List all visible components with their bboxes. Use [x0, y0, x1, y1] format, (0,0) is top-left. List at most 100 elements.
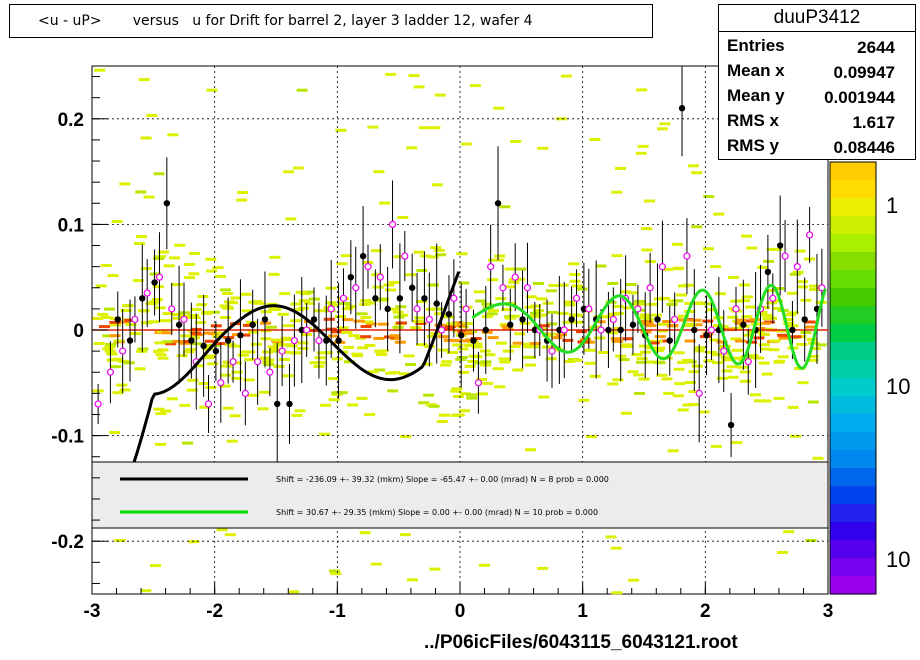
histogram-bin: [537, 566, 549, 570]
histogram-bin: [568, 313, 580, 317]
histogram-bin: [188, 314, 199, 317]
color-palette: 1 10 10: [829, 161, 910, 595]
histogram-bin: [427, 283, 439, 287]
histogram-bin: [285, 217, 297, 221]
histogram-bin: [331, 357, 343, 361]
palette-swatch: [830, 414, 876, 433]
histogram-bin: [530, 315, 542, 318]
histogram-bin: [787, 311, 799, 315]
data-point-pink: [450, 294, 458, 302]
histogram-bin: [487, 309, 499, 313]
histogram-bin: [538, 324, 550, 328]
histogram-bin: [263, 362, 275, 366]
data-point-black: [568, 316, 575, 323]
data-point-black: [139, 295, 146, 302]
histogram-bin: [656, 329, 668, 333]
data-point-pink: [352, 284, 360, 292]
histogram-bin: [331, 330, 343, 334]
histogram-bin: [118, 359, 130, 363]
histogram-bin: [136, 235, 148, 239]
histogram-bin: [710, 265, 721, 269]
histogram-bin: [456, 252, 468, 256]
histogram-bin: [647, 339, 659, 343]
histogram-bin: [761, 313, 773, 317]
histogram-bin: [143, 195, 155, 199]
histogram-bin: [753, 356, 765, 360]
histogram-bin: [229, 344, 240, 348]
histogram-bin: [642, 322, 654, 326]
histogram-bin: [436, 420, 448, 423]
histogram-bin: [153, 172, 165, 176]
palette-label: 1: [886, 193, 898, 218]
histogram-bin: [223, 360, 235, 364]
histogram-bin: [270, 308, 282, 312]
data-point-black: [727, 421, 735, 429]
data-point-pink: [303, 326, 311, 334]
histogram-bin: [571, 284, 583, 288]
histogram-bin: [594, 336, 606, 340]
histogram-bin: [353, 319, 365, 323]
histogram-bin: [663, 391, 675, 395]
x-tick-label: 0: [455, 601, 466, 622]
histogram-bin: [114, 539, 126, 542]
histogram-bin: [102, 347, 114, 351]
histogram-bin: [455, 357, 467, 361]
histogram-bin: [174, 243, 186, 247]
histogram-bin: [494, 385, 506, 389]
histogram-bin: [739, 370, 751, 374]
histogram-bin: [749, 393, 761, 397]
histogram-bin: [792, 270, 804, 274]
palette-swatch: [830, 288, 876, 307]
histogram-bin: [740, 379, 751, 383]
histogram-bin: [644, 199, 656, 203]
file-name-label: ../P06icFiles/6043115_6043121.root: [424, 632, 738, 653]
histogram-bin: [677, 314, 689, 318]
histogram-bin: [195, 321, 207, 324]
histogram-bin: [165, 342, 177, 346]
histogram-bin: [484, 353, 496, 357]
y-tick-label: -0.2: [51, 532, 84, 553]
data-point-pink: [217, 379, 225, 387]
histogram-bin: [356, 396, 368, 400]
histogram-bin: [445, 322, 457, 326]
histogram-bin: [687, 402, 699, 406]
histogram-bin: [762, 317, 774, 321]
histogram-bin: [360, 299, 372, 303]
histogram-bin: [538, 395, 550, 399]
histogram-bin: [638, 344, 650, 348]
stat-value: 1.617: [852, 113, 895, 132]
histogram-bin: [173, 316, 184, 320]
histogram-bin: [224, 343, 236, 346]
histogram-bin: [732, 327, 743, 330]
data-point-black: [801, 316, 808, 323]
histogram-bin: [220, 288, 231, 292]
data-point-pink: [511, 273, 519, 281]
data-point-pink: [119, 347, 127, 355]
histogram-bin: [809, 287, 821, 291]
histogram-bin: [154, 341, 166, 345]
histogram-bin: [260, 337, 272, 341]
histogram-bin: [730, 356, 742, 360]
histogram-bin: [204, 339, 216, 343]
palette-swatch: [830, 270, 876, 289]
histogram-bin: [787, 405, 799, 409]
histogram-bin: [279, 358, 290, 361]
histogram-bin: [673, 367, 685, 371]
histogram-bin: [222, 406, 234, 410]
histogram-bin: [231, 370, 243, 374]
histogram-bin: [611, 591, 623, 595]
histogram-bin: [397, 313, 409, 317]
histogram-bin: [342, 318, 354, 322]
histogram-bin: [97, 312, 109, 316]
legend-entry: Shift = -236.09 +- 39.32 (mkm) Slope = -…: [276, 475, 609, 484]
histogram-bin: [471, 342, 483, 346]
histogram-bin: [347, 403, 359, 407]
histogram-bin: [329, 569, 340, 573]
histogram-bin: [496, 341, 507, 345]
histogram-bin: [269, 348, 281, 352]
histogram-bin: [118, 320, 130, 324]
histogram-bin: [703, 359, 715, 363]
data-point-pink: [609, 315, 617, 324]
histogram-bin: [356, 312, 368, 316]
histogram-bin: [569, 279, 581, 283]
